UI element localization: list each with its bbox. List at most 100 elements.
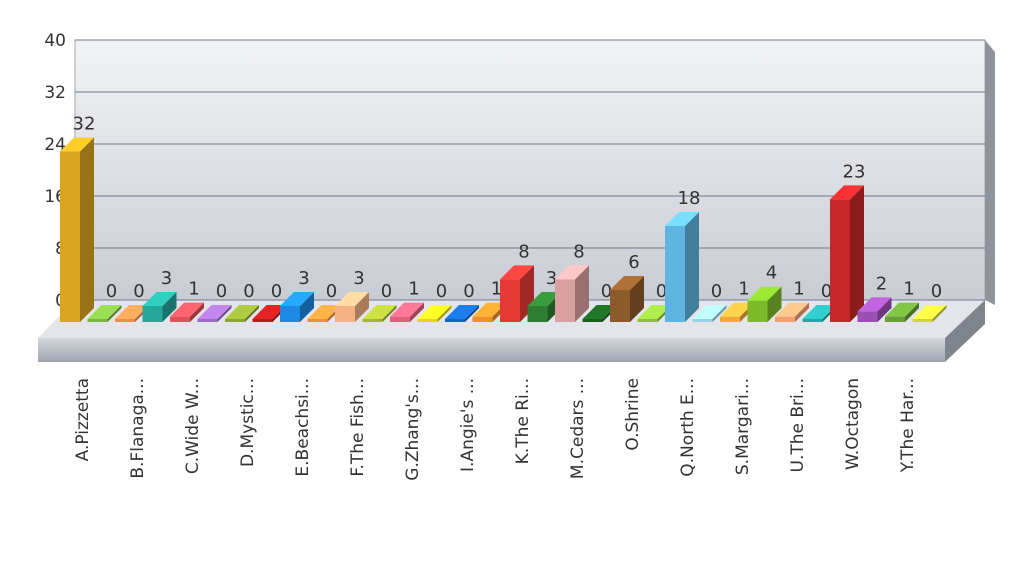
y-tick-label: 32 <box>44 83 66 103</box>
bar-front <box>445 319 465 322</box>
value-label: 1 <box>903 279 914 300</box>
bar-side <box>877 297 892 322</box>
bar-front <box>747 300 768 322</box>
bar <box>225 305 259 322</box>
bar-top <box>417 305 452 319</box>
bar-top <box>225 305 259 319</box>
bar-front <box>252 319 273 322</box>
x-tick-label: K.The Ri... <box>513 378 533 464</box>
value-label: 0 <box>243 281 254 302</box>
bar-side <box>712 305 727 322</box>
bar-top <box>802 305 837 319</box>
bar-front <box>472 316 493 322</box>
value-label: 0 <box>601 281 612 302</box>
bar-front <box>307 319 328 322</box>
bar-top <box>115 305 149 319</box>
bar-front <box>197 319 218 322</box>
bar-top <box>197 305 232 319</box>
bar-front <box>885 316 905 322</box>
bar-front <box>280 306 300 322</box>
bar-top <box>445 305 479 319</box>
value-label: 23 <box>843 161 866 182</box>
x-tick-label: W.Octagon <box>843 378 863 470</box>
bar-side <box>382 305 397 322</box>
value-label: 0 <box>656 281 667 302</box>
bar <box>390 302 424 322</box>
x-tick-label: Y.The Har... <box>898 378 918 473</box>
bar <box>885 302 919 322</box>
bar <box>775 302 809 322</box>
x-tick-label: B.Flanaga... <box>128 378 148 479</box>
bar-front <box>610 290 630 322</box>
bar-side <box>80 137 94 322</box>
bar-top <box>252 305 287 319</box>
value-label: 1 <box>408 279 419 300</box>
bar-side <box>300 292 314 322</box>
floor-front <box>38 338 945 362</box>
x-tick-label: U.The Bri... <box>788 378 808 472</box>
bar-top <box>335 292 369 307</box>
bar-side <box>905 302 919 322</box>
bar-top <box>665 212 699 227</box>
bar-side <box>162 292 177 322</box>
bar <box>830 185 864 322</box>
bar <box>115 305 149 322</box>
bar-side <box>932 305 947 322</box>
bar-top <box>472 302 507 317</box>
bar-front <box>912 319 933 322</box>
bar-top <box>885 302 919 317</box>
bar-front <box>225 319 245 322</box>
bar <box>335 292 369 322</box>
bar-side <box>767 286 782 322</box>
value-label: 3 <box>161 268 172 289</box>
value-label: 3 <box>298 268 309 289</box>
x-tick-label: S.Margari... <box>733 378 753 475</box>
bar-side <box>575 265 589 322</box>
bar-top <box>857 297 892 312</box>
bar <box>692 305 727 322</box>
bar-top <box>87 305 122 319</box>
bar <box>417 305 452 322</box>
bar-front <box>115 319 135 322</box>
bar-side <box>217 305 232 322</box>
value-label: 0 <box>271 281 282 302</box>
value-label: 0 <box>821 281 832 302</box>
bar-side <box>630 276 644 322</box>
value-label: 32 <box>73 113 96 134</box>
bar-top <box>720 302 754 317</box>
bar-top <box>170 302 204 317</box>
bar-front <box>527 306 548 322</box>
x-tick-label: M.Cedars ... <box>568 378 588 479</box>
value-label: 1 <box>793 279 804 300</box>
value-label: 0 <box>106 281 117 302</box>
bar-side <box>850 185 864 322</box>
value-label: 2 <box>876 273 887 294</box>
bar <box>87 305 122 322</box>
bar-side <box>795 302 809 322</box>
value-label: 3 <box>353 268 364 289</box>
bar <box>610 276 644 322</box>
bar-side <box>107 305 122 322</box>
x-tick-label: Q.North E... <box>678 378 698 477</box>
bar-front <box>390 316 410 322</box>
bar-front <box>637 319 658 322</box>
bar <box>912 305 947 322</box>
bar <box>445 305 479 322</box>
value-label: 4 <box>766 263 777 284</box>
value-label: 1 <box>738 279 749 300</box>
wall-side <box>985 40 995 305</box>
bar-top <box>582 305 617 319</box>
bar-top <box>747 286 782 301</box>
bar-side <box>465 305 479 322</box>
bar-front <box>555 279 575 322</box>
value-label: 0 <box>463 281 474 302</box>
bar-top <box>527 292 562 307</box>
bar-front <box>170 316 190 322</box>
y-tick-label: 40 <box>44 31 66 51</box>
bar-top <box>775 302 809 317</box>
bar-side <box>410 302 424 322</box>
bar-front <box>500 279 520 322</box>
value-label: 6 <box>628 252 639 273</box>
bar <box>555 265 589 322</box>
